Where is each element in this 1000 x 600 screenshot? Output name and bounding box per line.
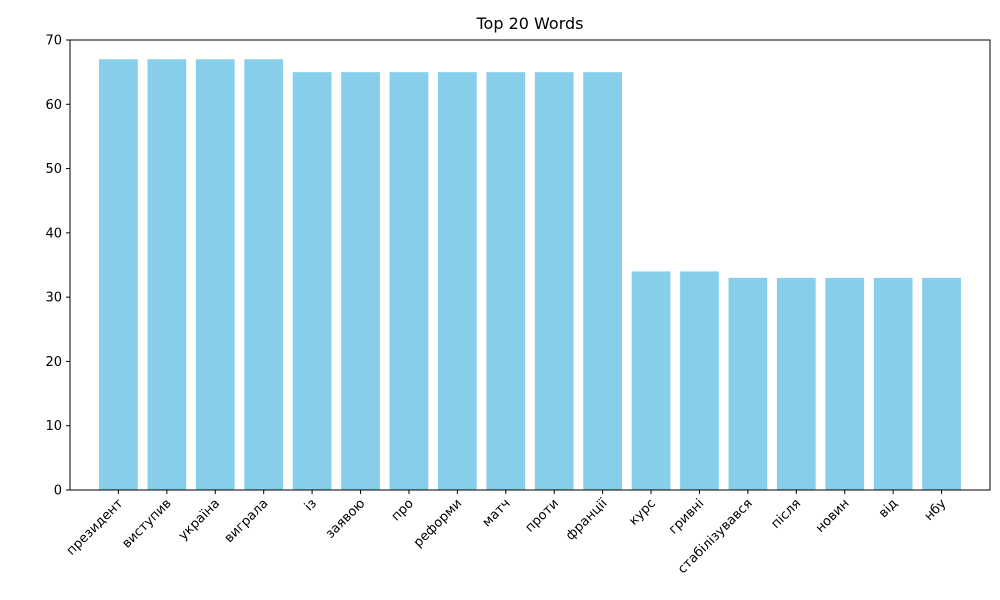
x-tick-label: президент (64, 496, 127, 559)
x-tick-label: новин (813, 496, 853, 536)
y-tick-label: 30 (45, 291, 62, 306)
bar-17 (922, 277, 961, 490)
bars-group (99, 59, 961, 491)
x-tick-label: від (876, 496, 901, 521)
x-tick-label: реформи (411, 496, 465, 550)
plot-frame (69, 39, 991, 491)
bar-10 (583, 72, 622, 491)
x-tick-label: курс (626, 496, 658, 528)
bar-1 (147, 59, 187, 491)
bar-5 (341, 72, 380, 491)
y-tick-label: 10 (45, 419, 62, 434)
y-tick-label: 40 (45, 226, 62, 241)
bar-13 (728, 277, 768, 490)
x-tick-label: нбу (922, 496, 950, 524)
x-tick-label: про (389, 496, 417, 524)
bar-15 (825, 277, 865, 490)
y-axis: 0 10 20 30 40 50 60 70 (45, 34, 70, 499)
bar-6 (389, 72, 429, 491)
x-tick-label: франції (563, 496, 611, 544)
x-tick-label: після (769, 496, 805, 532)
x-tick-label: україна (176, 496, 223, 543)
x-tick-label: виступив (119, 496, 174, 551)
bar-7 (438, 72, 477, 491)
x-tick-label: гривні (666, 496, 707, 537)
bar-16 (873, 277, 913, 490)
x-tick-label: заявою (323, 496, 368, 541)
bar-0 (99, 59, 138, 491)
bar-2 (195, 59, 235, 491)
y-tick-label: 0 (54, 484, 62, 499)
bar-8 (486, 72, 526, 491)
chart-title: Top 20 Words (476, 14, 584, 33)
y-tick-label: 50 (45, 162, 62, 177)
y-tick-label: 60 (45, 98, 62, 113)
y-tick-label: 20 (45, 355, 62, 370)
x-tick-label: виграла (222, 496, 272, 546)
bar-9 (534, 72, 574, 491)
bar-12 (680, 271, 719, 490)
bar-3 (244, 59, 284, 491)
x-tick-label: із (302, 496, 320, 514)
y-tick-label: 70 (45, 34, 62, 49)
x-tick-label: проти (523, 496, 562, 535)
bar-11 (631, 271, 671, 490)
bar-14 (776, 277, 816, 490)
bar-4 (292, 72, 332, 491)
x-tick-label: матч (480, 496, 514, 530)
